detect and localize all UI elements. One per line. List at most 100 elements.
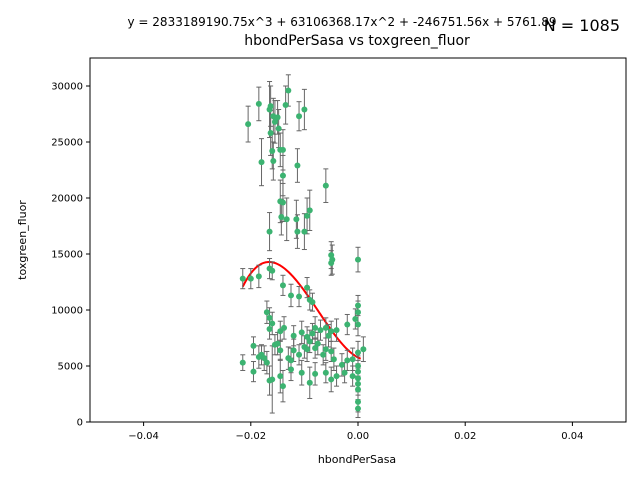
chart-title: hbondPerSasa vs toxgreen_fluor [244, 33, 470, 49]
data-point [338, 361, 345, 368]
data-point [263, 309, 270, 316]
data-point [355, 363, 361, 369]
data-point [266, 314, 273, 321]
data-point [355, 349, 361, 356]
data-point [263, 359, 270, 366]
data-point [349, 373, 356, 380]
sample-count-label: N = 1085 [544, 16, 620, 35]
data-point [301, 228, 308, 235]
data-point [270, 158, 277, 165]
data-point [247, 275, 254, 282]
fit-curve-group [241, 260, 362, 360]
data-point [301, 106, 308, 113]
data-point [269, 147, 276, 154]
data-point [306, 338, 313, 345]
plot-area: −0.04 −0.02 0.00 0.02 0.04 0 5000 10000 15000 20… [51, 57, 627, 442]
data-point [279, 146, 286, 153]
data-point [355, 380, 361, 387]
data-point [266, 326, 273, 333]
fit-curve [241, 260, 362, 360]
data-point [309, 299, 316, 306]
data-point [279, 282, 286, 289]
data-point [328, 328, 335, 335]
data-point [267, 103, 274, 110]
data-point [294, 162, 301, 169]
x-tick-label: 0.02 [454, 431, 476, 442]
data-point [333, 327, 340, 334]
data-point [279, 199, 286, 206]
data-point [288, 357, 294, 364]
data-point [279, 383, 286, 390]
data-point [281, 324, 288, 331]
data-point [274, 340, 281, 347]
data-point [355, 309, 361, 316]
data-point [317, 327, 324, 334]
data-point [293, 216, 300, 223]
data-point [344, 321, 351, 328]
data-point [255, 273, 262, 280]
data-point [298, 369, 305, 376]
data-point [328, 259, 335, 266]
data-point [355, 386, 361, 393]
data-point [322, 346, 329, 353]
data-point [320, 351, 327, 358]
data-point [349, 356, 356, 363]
data-point [250, 368, 257, 375]
x-tick-label: −0.04 [128, 431, 159, 442]
data-point [352, 315, 359, 322]
y-tick-label: 15000 [51, 250, 83, 261]
data-point [255, 100, 262, 107]
data-point [283, 216, 290, 223]
data-point [355, 302, 361, 309]
data-point [312, 370, 319, 377]
data-point [355, 375, 361, 382]
data-point [333, 373, 340, 380]
data-point [296, 113, 303, 120]
data-point [269, 376, 276, 383]
data-point [355, 398, 361, 405]
data-point [277, 347, 284, 354]
data-point [239, 359, 246, 366]
data-point [258, 159, 265, 166]
data-point [277, 373, 284, 380]
x-axis-ticks: −0.04 −0.02 0.00 0.02 0.04 [128, 422, 584, 442]
data-point [304, 212, 311, 219]
data-point [312, 345, 319, 352]
data-point [274, 114, 281, 121]
data-point [250, 342, 257, 349]
x-axis-label: hbondPerSasa [318, 453, 396, 466]
data-point [355, 256, 361, 263]
fit-equation: y = 2833189190.75x^3 + 63106368.17x^2 + … [128, 15, 557, 29]
data-point [294, 228, 301, 235]
data-point [309, 330, 316, 337]
data-point [355, 368, 361, 375]
data-point [306, 379, 313, 386]
data-point [288, 366, 294, 373]
data-point [325, 332, 332, 339]
data-point [266, 228, 273, 235]
data-point [239, 275, 246, 282]
data-point [360, 346, 367, 353]
data-point [296, 293, 303, 300]
y-tick-label: 30000 [51, 82, 83, 93]
data-point [312, 324, 319, 331]
data-point [322, 182, 329, 189]
data-point [341, 369, 348, 376]
y-axis-label: toxgreen_fluor [16, 200, 29, 280]
data-point [290, 332, 297, 339]
data-point [344, 357, 351, 364]
data-point [322, 369, 329, 376]
data-point [355, 405, 361, 412]
data-point [288, 292, 294, 299]
y-axis-ticks: 0 5000 10000 15000 20000 25000 30000 [51, 82, 90, 429]
y-tick-label: 25000 [51, 138, 83, 149]
data-point [304, 346, 311, 353]
y-tick-label: 20000 [51, 194, 83, 205]
data-point [328, 348, 335, 355]
y-tick-label: 0 [77, 418, 83, 429]
data-point [279, 172, 286, 179]
data-point [314, 340, 321, 347]
data-point [271, 118, 278, 125]
y-tick-label: 5000 [58, 362, 83, 373]
